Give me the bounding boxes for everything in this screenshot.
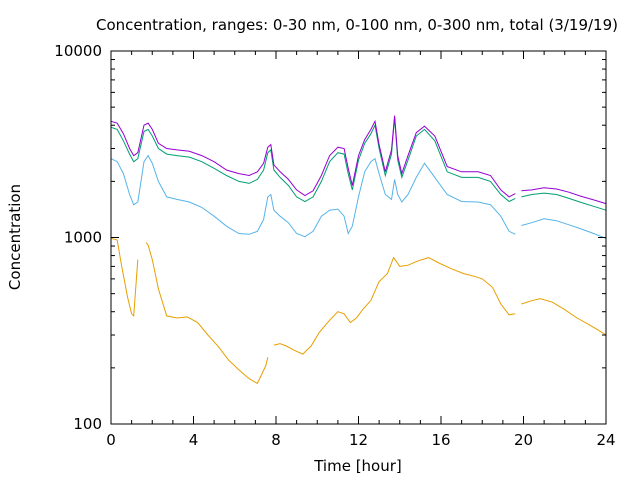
series-layer <box>110 115 607 385</box>
ticks-layer: 0 4 8 12 16 20 24 100 1000 10000 <box>54 42 615 449</box>
x-tick-label: 12 <box>349 431 368 449</box>
series-line-2 <box>110 154 607 239</box>
x-tick-label: 4 <box>189 431 199 449</box>
x-axis-label: Time [hour] <box>313 457 402 475</box>
series-line-4 <box>110 115 607 205</box>
y-tick-label: 1000 <box>64 229 102 247</box>
x-tick-label: 8 <box>271 431 281 449</box>
chart-title: Concentration, ranges: 0-30 nm, 0-100 nm… <box>96 16 618 34</box>
y-axis-label: Concentration <box>6 184 24 290</box>
series-line-3 <box>110 117 607 211</box>
y-tick-label: 100 <box>73 415 102 433</box>
x-tick-label: 20 <box>514 431 533 449</box>
y-tick-label: 10000 <box>54 42 102 60</box>
series-line-1 <box>110 237 607 385</box>
x-tick-label: 0 <box>106 431 116 449</box>
x-tick-label: 16 <box>431 431 450 449</box>
plot-frame <box>110 50 607 425</box>
x-tick-label: 24 <box>596 431 615 449</box>
